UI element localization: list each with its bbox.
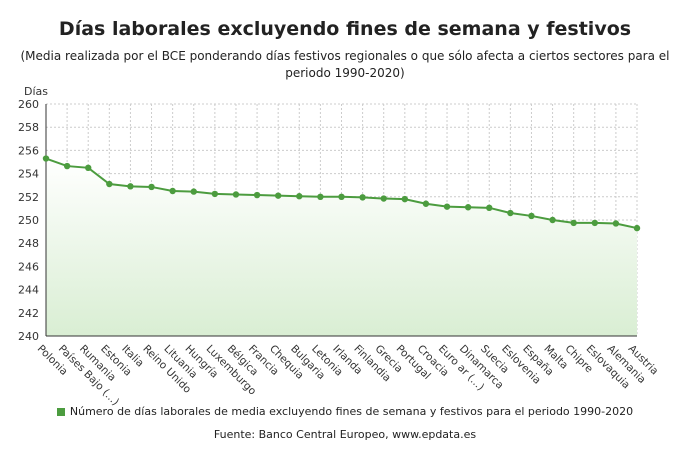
legend-swatch (56, 408, 65, 416)
y-tick-label: 256 (18, 144, 39, 157)
data-point (570, 219, 577, 227)
y-tick-label: 242 (18, 307, 39, 320)
data-point (85, 164, 92, 171)
data-point (549, 216, 556, 224)
data-point (359, 194, 366, 201)
y-tick-label: 250 (18, 214, 39, 227)
y-tick-label: 244 (18, 284, 39, 297)
y-tick-label: 254 (18, 168, 39, 181)
data-point (42, 155, 50, 162)
data-point (338, 193, 345, 200)
data-point (528, 212, 535, 220)
data-point (211, 190, 219, 198)
data-point (591, 219, 598, 227)
data-point (274, 192, 282, 199)
chart-subtitle: (Media realizada por el BCE ponderando d… (20, 49, 670, 80)
data-point (63, 162, 71, 170)
y-tick-label: 248 (18, 237, 39, 250)
y-tick-label: 260 (18, 98, 39, 111)
data-point (190, 188, 197, 195)
data-point (106, 180, 113, 188)
y-axis-label: Días (24, 85, 48, 98)
data-point (422, 200, 430, 207)
data-point (127, 183, 134, 190)
chart-title: Días laborales excluyendo fines de seman… (58, 18, 632, 40)
data-point (296, 193, 303, 200)
data-point (464, 204, 472, 211)
data-point (401, 195, 409, 203)
data-point (443, 203, 451, 210)
data-point (253, 191, 261, 199)
y-tick-label: 258 (18, 121, 39, 134)
data-point (148, 183, 155, 191)
data-point (507, 209, 514, 217)
source: Fuente: Banco Central Europeo, www.epdat… (213, 428, 477, 441)
data-point (169, 187, 176, 195)
data-point (612, 220, 620, 227)
y-tick-label: 240 (18, 330, 39, 343)
y-tick-label: 246 (18, 260, 39, 273)
y-tick-label: 252 (18, 191, 39, 204)
legend: Número de días laborales de media excluy… (0, 405, 690, 418)
area-fill (46, 158, 637, 336)
data-point (380, 195, 387, 202)
legend-label: Número de días laborales de media excluy… (69, 405, 634, 418)
data-point (633, 224, 641, 232)
data-point (232, 191, 240, 198)
data-point (486, 204, 493, 212)
data-point (317, 193, 324, 200)
